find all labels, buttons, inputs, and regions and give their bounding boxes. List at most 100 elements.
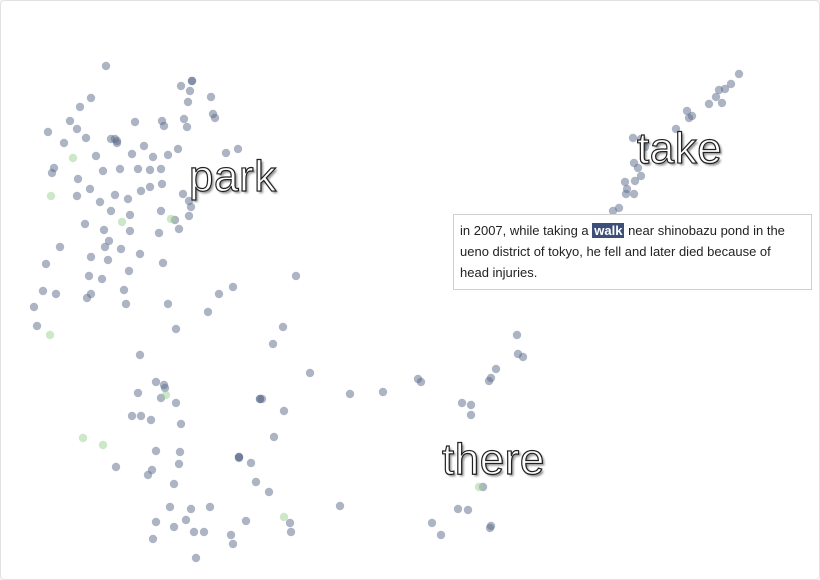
data-point[interactable] — [466, 410, 476, 420]
data-point[interactable] — [210, 113, 220, 123]
data-point[interactable] — [85, 184, 95, 194]
data-point-highlighted[interactable] — [78, 433, 88, 443]
data-point[interactable] — [127, 149, 137, 159]
data-point[interactable] — [55, 242, 65, 252]
data-point[interactable] — [169, 479, 179, 489]
data-point[interactable] — [43, 127, 53, 137]
data-point[interactable] — [148, 534, 158, 544]
data-point[interactable] — [453, 504, 463, 514]
data-point[interactable] — [233, 144, 243, 154]
data-point[interactable] — [171, 398, 181, 408]
data-point[interactable] — [226, 530, 236, 540]
data-point-highlighted[interactable] — [117, 217, 127, 227]
data-point[interactable] — [41, 259, 51, 269]
data-point[interactable] — [268, 339, 278, 349]
data-point[interactable] — [110, 190, 120, 200]
data-point[interactable] — [115, 164, 125, 174]
data-point[interactable] — [163, 299, 173, 309]
data-point[interactable] — [636, 171, 646, 181]
data-point[interactable] — [179, 114, 189, 124]
data-point[interactable] — [203, 307, 213, 317]
data-point[interactable] — [608, 206, 618, 216]
data-point[interactable] — [157, 179, 167, 189]
data-point[interactable] — [151, 446, 161, 456]
data-point[interactable] — [156, 206, 166, 216]
data-point[interactable] — [717, 98, 727, 108]
data-point[interactable] — [174, 459, 184, 469]
data-point[interactable] — [457, 398, 467, 408]
data-point[interactable] — [335, 501, 345, 511]
data-point[interactable] — [241, 516, 251, 526]
data-point[interactable] — [148, 152, 158, 162]
data-point[interactable] — [38, 286, 48, 296]
data-point[interactable] — [143, 470, 153, 480]
data-point[interactable] — [80, 219, 90, 229]
data-point[interactable] — [86, 252, 96, 262]
data-point[interactable] — [178, 189, 188, 199]
data-point[interactable] — [291, 271, 301, 281]
data-point[interactable] — [119, 285, 129, 295]
data-point-highlighted[interactable] — [166, 214, 176, 224]
data-point[interactable] — [73, 174, 83, 184]
data-point[interactable] — [112, 136, 122, 146]
data-point[interactable] — [72, 191, 82, 201]
data-point-highlighted[interactable] — [45, 330, 55, 340]
data-point[interactable] — [628, 133, 638, 143]
data-point[interactable] — [156, 164, 166, 174]
data-point[interactable] — [136, 411, 146, 421]
data-point[interactable] — [485, 523, 495, 533]
data-point[interactable] — [123, 194, 133, 204]
data-point[interactable] — [416, 377, 426, 387]
data-point[interactable] — [99, 225, 109, 235]
data-point[interactable] — [65, 116, 75, 126]
data-point[interactable] — [98, 166, 108, 176]
data-point[interactable] — [151, 377, 161, 387]
data-point[interactable] — [111, 462, 121, 472]
data-point[interactable] — [620, 177, 630, 187]
data-point[interactable] — [125, 226, 135, 236]
data-point[interactable] — [184, 211, 194, 221]
data-point[interactable] — [206, 92, 216, 102]
data-point[interactable] — [633, 163, 643, 173]
data-point[interactable] — [59, 138, 69, 148]
data-point[interactable] — [185, 86, 195, 96]
data-point[interactable] — [86, 93, 96, 103]
data-point[interactable] — [630, 176, 640, 186]
data-point[interactable] — [491, 364, 501, 374]
data-point[interactable] — [124, 266, 134, 276]
data-point[interactable] — [181, 515, 191, 525]
data-point[interactable] — [182, 122, 192, 132]
data-point[interactable] — [269, 432, 279, 442]
data-point[interactable] — [199, 527, 209, 537]
data-point[interactable] — [427, 518, 437, 528]
data-point[interactable] — [51, 289, 61, 299]
data-point[interactable] — [97, 274, 107, 284]
data-point[interactable] — [176, 81, 186, 91]
data-point[interactable] — [130, 117, 140, 127]
data-point[interactable] — [640, 142, 650, 152]
data-point[interactable] — [104, 236, 114, 246]
data-point[interactable] — [512, 330, 522, 340]
data-point[interactable] — [139, 141, 149, 151]
data-point[interactable] — [726, 79, 736, 89]
data-point[interactable] — [228, 282, 238, 292]
data-point[interactable] — [228, 539, 238, 549]
data-point[interactable] — [518, 352, 528, 362]
data-point[interactable] — [146, 415, 156, 425]
data-point[interactable] — [81, 133, 91, 143]
data-point[interactable] — [191, 553, 201, 563]
data-point[interactable] — [214, 289, 224, 299]
data-point[interactable] — [621, 189, 631, 199]
data-point[interactable] — [72, 124, 82, 134]
data-point[interactable] — [255, 394, 265, 404]
data-point[interactable] — [486, 373, 496, 383]
data-point[interactable] — [704, 99, 714, 109]
data-point[interactable] — [345, 389, 355, 399]
data-point[interactable] — [75, 102, 85, 112]
data-point[interactable] — [711, 92, 721, 102]
data-point[interactable] — [466, 400, 476, 410]
data-point[interactable] — [136, 186, 146, 196]
data-point-highlighted[interactable] — [279, 512, 289, 522]
data-point[interactable] — [151, 517, 161, 527]
data-point[interactable] — [106, 206, 116, 216]
